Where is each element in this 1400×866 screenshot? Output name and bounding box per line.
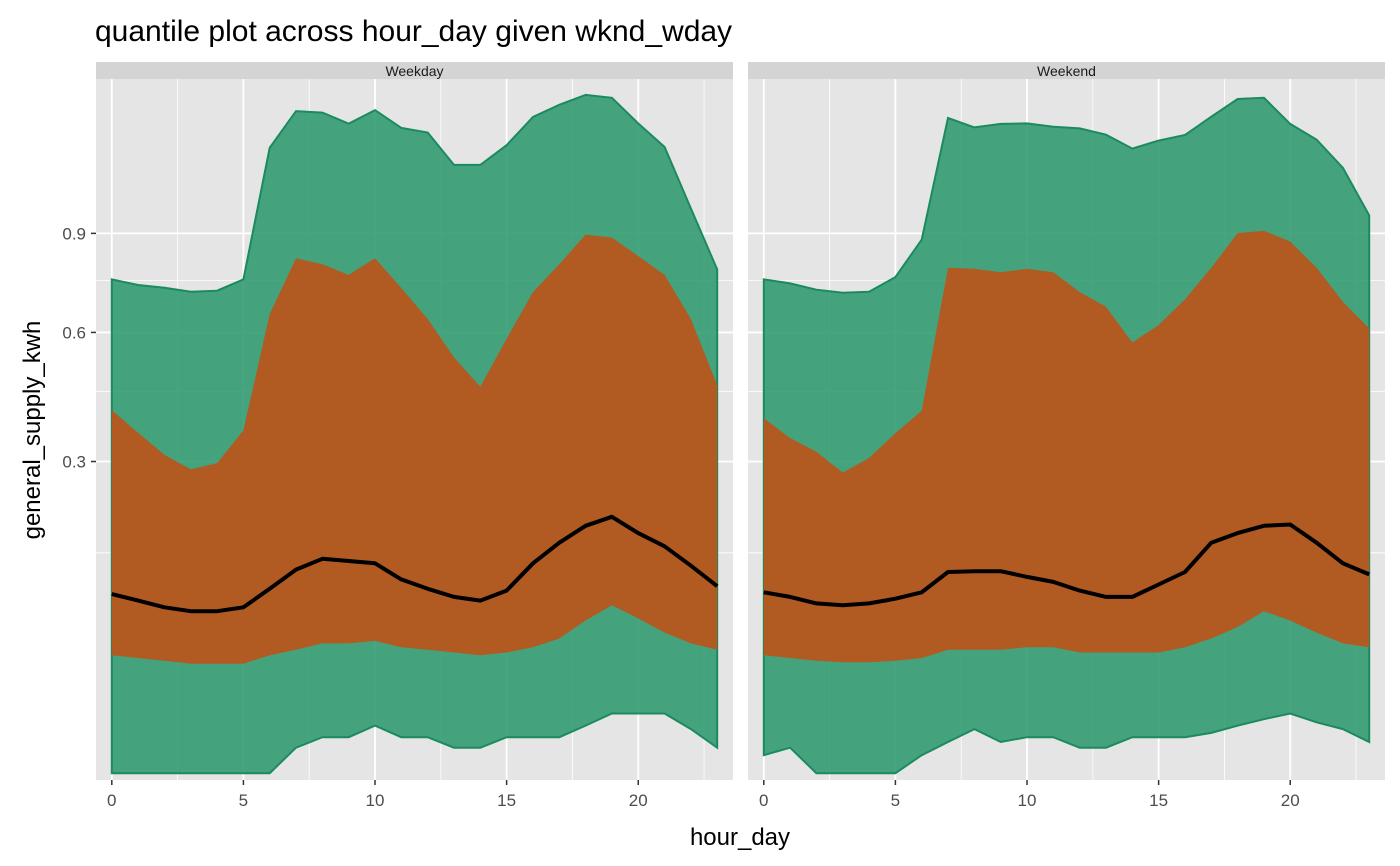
quantile-bands-weekend (762, 96, 1371, 775)
inner-quantile-band-weekend (763, 230, 1370, 663)
x-tick-label: 10 (1018, 791, 1037, 810)
x-tick-label: 15 (1149, 791, 1168, 810)
facet-strip-weekend (748, 62, 1385, 79)
facet-strip-label-weekend: Weekend (1037, 63, 1096, 79)
median-line-weekend (763, 522, 1370, 608)
x-axis: 0 5 10 15 20 0 5 10 15 20 (107, 780, 1300, 810)
median-line-weekday (111, 514, 719, 614)
x-tick-label: 0 (107, 791, 116, 810)
facet-panel-weekday: Weekday (96, 62, 733, 780)
x-tick-label: 15 (497, 791, 516, 810)
facet-strip-label-weekday: Weekday (385, 63, 443, 79)
x-axis-title: hour_day (690, 824, 790, 851)
y-tick-label: 0.6 (62, 323, 86, 342)
x-tick-label: 20 (1281, 791, 1300, 810)
x-tick-label: 0 (759, 791, 768, 810)
inner-quantile-band-weekday (111, 234, 718, 664)
y-tick-label: 0.9 (62, 224, 86, 243)
x-tick-label: 5 (239, 791, 248, 810)
x-tick-label: 10 (366, 791, 385, 810)
y-axis: 0.3 0.6 0.9 (62, 224, 96, 472)
y-tick-label: 0.3 (62, 453, 86, 472)
x-tick-label: 20 (629, 791, 648, 810)
chart-title: quantile plot across hour_day given wknd… (95, 15, 732, 48)
x-tick-label: 5 (891, 791, 900, 810)
y-axis-title: general_supply_kwh (19, 321, 46, 540)
facet-panel-weekend: Weekend (748, 62, 1385, 780)
facet-strip-weekday (96, 62, 733, 79)
quantile-bands-weekday (110, 93, 719, 775)
